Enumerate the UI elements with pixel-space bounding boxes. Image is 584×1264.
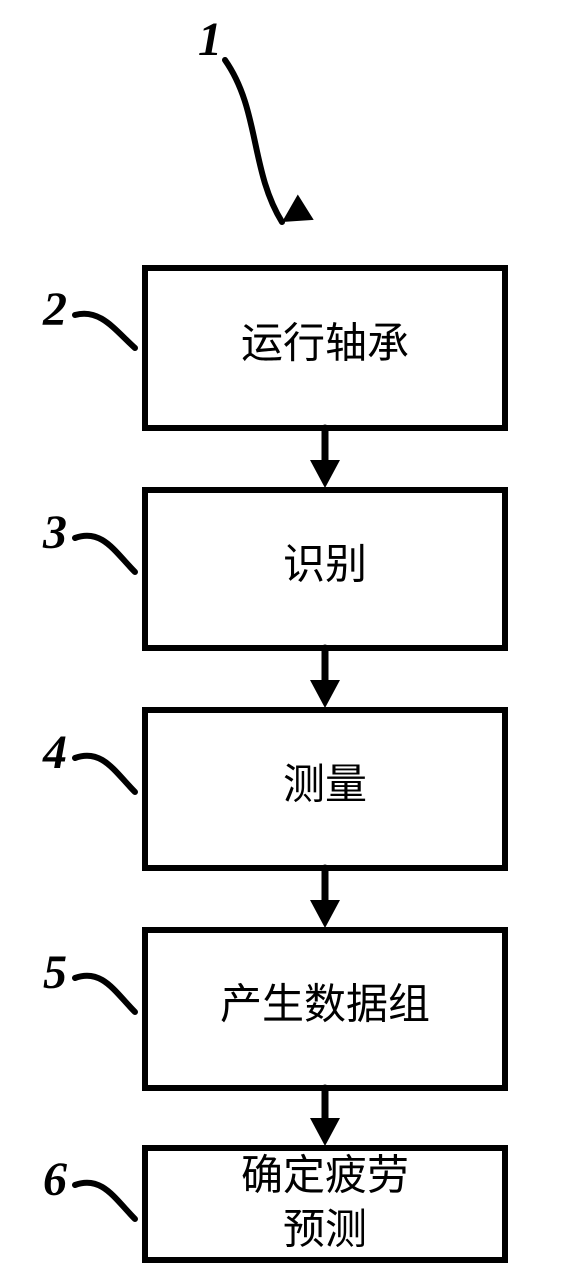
step-label-pointer [75,536,135,572]
flowchart: 1 运行轴承 2 识别 3 测量 4 产生数据组 5 确定疲劳预测 6 [0,0,584,1264]
step-label-3: 3 [42,506,67,559]
flow-arrow [310,428,340,488]
step-text: 预测 [283,1208,367,1254]
flow-arrow [310,648,340,708]
figure-label-1-pointer [225,60,282,222]
arrowhead [310,1118,340,1146]
arrowhead [310,900,340,928]
step-label-4: 4 [42,726,67,779]
arrowhead [310,460,340,488]
step-text: 运行轴承 [241,322,409,368]
flow-arrow [310,868,340,928]
step-label-pointer [75,1183,135,1219]
step-label-6: 6 [43,1153,67,1206]
step-label-pointer [75,976,135,1012]
step-text: 确定疲劳 [241,1153,409,1200]
step-label-2: 2 [42,283,67,336]
step-text: 识别 [283,543,367,589]
step-label-5: 5 [43,946,67,999]
step-text: 产生数据组 [220,983,430,1029]
figure-label-1: 1 [198,13,222,66]
flow-step-3: 识别 [145,490,505,648]
flow-arrow [310,1088,340,1146]
flow-step-4: 测量 [145,710,505,868]
flow-step-2: 运行轴承 [145,268,505,428]
step-text: 测量 [283,763,367,809]
flow-step-6: 确定疲劳预测 [145,1148,505,1260]
step-label-pointer [75,756,135,792]
arrowhead [310,680,340,708]
step-label-pointer [75,314,135,348]
flow-step-5: 产生数据组 [145,930,505,1088]
